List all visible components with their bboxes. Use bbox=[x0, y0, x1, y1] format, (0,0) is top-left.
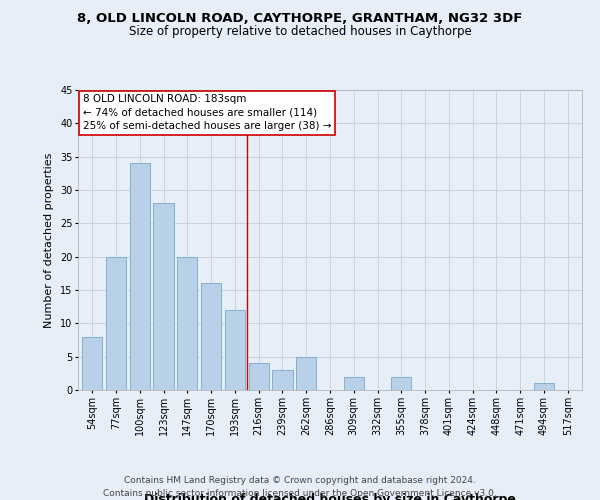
Bar bbox=[201, 284, 221, 390]
Bar bbox=[177, 256, 197, 390]
Bar bbox=[248, 364, 269, 390]
Text: 8 OLD LINCOLN ROAD: 183sqm
← 74% of detached houses are smaller (114)
25% of sem: 8 OLD LINCOLN ROAD: 183sqm ← 74% of deta… bbox=[83, 94, 332, 131]
Bar bbox=[106, 256, 126, 390]
X-axis label: Distribution of detached houses by size in Caythorpe: Distribution of detached houses by size … bbox=[144, 494, 516, 500]
Y-axis label: Number of detached properties: Number of detached properties bbox=[44, 152, 55, 328]
Bar bbox=[130, 164, 150, 390]
Text: 8, OLD LINCOLN ROAD, CAYTHORPE, GRANTHAM, NG32 3DF: 8, OLD LINCOLN ROAD, CAYTHORPE, GRANTHAM… bbox=[77, 12, 523, 26]
Bar bbox=[344, 376, 364, 390]
Bar bbox=[534, 384, 554, 390]
Bar bbox=[154, 204, 173, 390]
Bar bbox=[296, 356, 316, 390]
Text: Contains HM Land Registry data © Crown copyright and database right 2024.
Contai: Contains HM Land Registry data © Crown c… bbox=[103, 476, 497, 498]
Bar bbox=[82, 336, 103, 390]
Text: Size of property relative to detached houses in Caythorpe: Size of property relative to detached ho… bbox=[128, 25, 472, 38]
Bar bbox=[225, 310, 245, 390]
Bar bbox=[391, 376, 412, 390]
Bar bbox=[272, 370, 293, 390]
